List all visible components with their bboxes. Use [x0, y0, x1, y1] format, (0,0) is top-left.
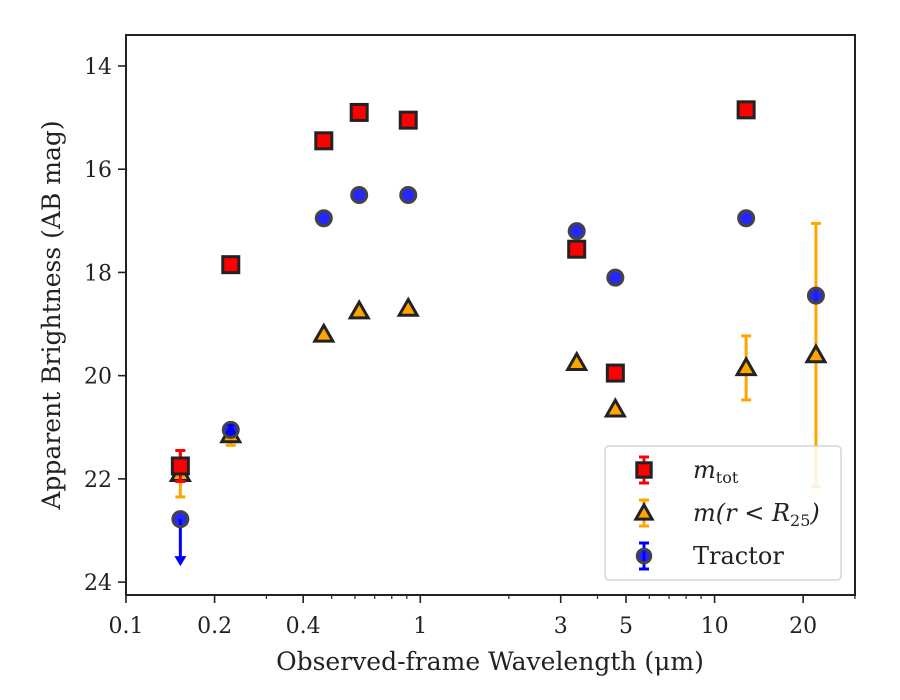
- y-tick-label: 22: [84, 468, 112, 493]
- x-tick-label: 10: [701, 614, 729, 639]
- legend-label: mtot: [693, 456, 739, 487]
- x-tick-label: 20: [789, 614, 817, 639]
- circle-point: [806, 286, 825, 305]
- x-axis-ticks: 0.1 0.2 0.4 1 3 5 10 20: [109, 595, 856, 639]
- circle-point: [399, 186, 418, 204]
- circle-point: [171, 510, 190, 529]
- square-point: [349, 102, 369, 122]
- triangle-point: [312, 322, 336, 343]
- x-tick-label: 0.2: [197, 614, 232, 639]
- plot-marks: [168, 100, 828, 567]
- circle-point: [606, 268, 625, 287]
- upper-limit-arrowhead: [174, 556, 187, 567]
- y-tick-label: 16: [84, 158, 112, 183]
- square-point: [314, 131, 334, 151]
- x-tick-label: 5: [619, 614, 633, 639]
- triangle-point: [603, 397, 627, 418]
- legend: mtot m(r < R25) Tractor: [604, 445, 842, 581]
- series-circle: [171, 186, 825, 567]
- y-tick-label: 14: [84, 55, 112, 80]
- legend-label: Tractor: [693, 542, 784, 570]
- square-point: [221, 255, 241, 275]
- y-tick-label: 24: [84, 571, 112, 596]
- x-tick-label: 0.4: [286, 614, 321, 639]
- circle-point: [567, 222, 586, 241]
- y-axis-label: Apparent Brightness (AB mag): [37, 120, 66, 510]
- y-tick-label: 20: [84, 365, 112, 390]
- circle-point: [350, 186, 369, 204]
- legend-marker-square: [635, 461, 653, 479]
- circle-point: [221, 420, 240, 439]
- square-point: [567, 239, 587, 259]
- legend-marker-triangle: [633, 501, 655, 521]
- triangle-point: [396, 296, 420, 317]
- legend-box: [604, 445, 842, 581]
- square-point: [398, 110, 418, 130]
- triangle-point: [347, 299, 371, 320]
- y-axis-ticks: 14 16 18 20 22 24: [84, 55, 126, 596]
- legend-marker-circle: [635, 547, 653, 565]
- square-point: [170, 456, 190, 476]
- square-point: [736, 100, 756, 120]
- circle-point: [737, 209, 756, 228]
- legend-label: m(r < R25): [693, 499, 820, 530]
- triangle-point: [804, 342, 828, 364]
- y-tick-label: 18: [84, 261, 112, 286]
- square-point: [605, 363, 625, 383]
- x-tick-label: 1: [413, 614, 427, 639]
- series-square: [170, 100, 756, 483]
- x-axis-label: Observed-frame Wavelength (μm): [276, 647, 704, 676]
- triangle-point: [565, 350, 589, 371]
- triangle-point: [734, 355, 758, 377]
- plot-frame: [125, 34, 856, 596]
- x-tick-label: 3: [554, 614, 568, 639]
- x-tick-label: 0.1: [109, 614, 144, 639]
- circle-point: [314, 209, 333, 228]
